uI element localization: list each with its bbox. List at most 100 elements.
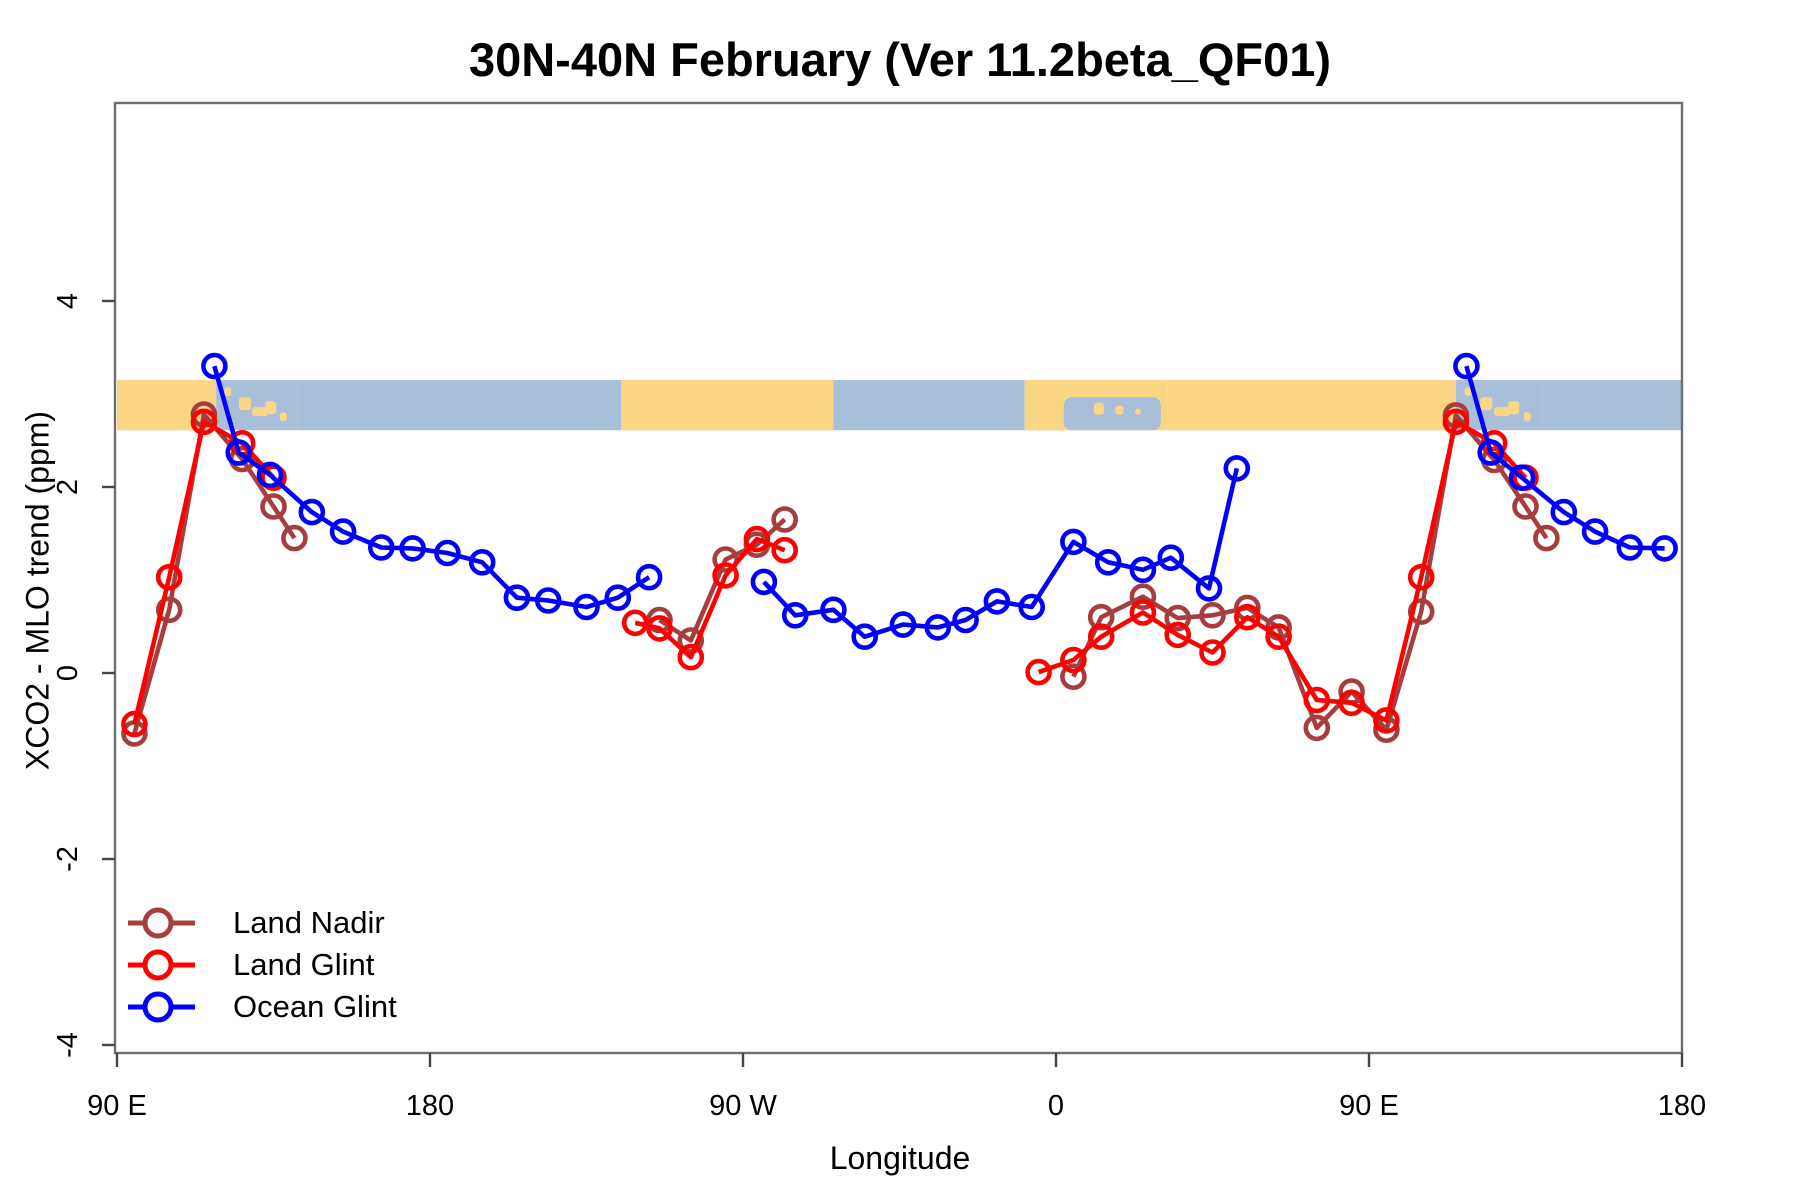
data-point-ocean-glint bbox=[604, 584, 632, 612]
map-band-ocean bbox=[297, 380, 622, 431]
data-point-ocean-glint bbox=[1094, 548, 1122, 576]
data-point-land-nadir bbox=[1407, 598, 1435, 625]
map-band-ocean bbox=[833, 380, 1025, 431]
legend-item-ocean-glint: Ocean Glint bbox=[127, 986, 397, 1028]
x-tick-label: 90 W bbox=[709, 1090, 777, 1122]
data-point-ocean-glint bbox=[983, 588, 1011, 615]
data-point-land-nadir bbox=[1129, 583, 1157, 611]
x-axis-label: Longitude bbox=[829, 1140, 971, 1176]
y-tick-label: 0 bbox=[52, 665, 84, 681]
series-line-land-glint bbox=[1037, 419, 1528, 723]
data-point-ocean-glint bbox=[503, 584, 531, 612]
data-point-ocean-glint bbox=[434, 539, 461, 567]
map-band-island bbox=[1480, 397, 1493, 411]
legend-marker-icon bbox=[128, 949, 195, 981]
data-point-ocean-glint bbox=[750, 568, 778, 596]
data-point-land-glint bbox=[1164, 621, 1191, 649]
data-point-land-glint bbox=[1129, 599, 1157, 626]
data-point-ocean-glint bbox=[820, 596, 847, 624]
x-tick-label: 180 bbox=[1658, 1090, 1706, 1122]
data-point-ocean-glint bbox=[534, 587, 562, 614]
legend-item-land-nadir: Land Nadir bbox=[127, 902, 397, 944]
map-band-island bbox=[1523, 412, 1531, 422]
data-point-ocean-glint bbox=[1651, 535, 1678, 562]
data-point-ocean-glint bbox=[399, 535, 426, 562]
map-band-island bbox=[1134, 408, 1141, 415]
map-band-island bbox=[1494, 407, 1511, 417]
y-axis-label: XCO2 - MLO trend (ppm) bbox=[19, 410, 56, 771]
y-tick-label: -2 bbox=[52, 846, 84, 872]
data-point-land-glint bbox=[621, 609, 649, 637]
data-point-land-glint bbox=[1442, 408, 1470, 436]
map-band-island bbox=[252, 407, 269, 417]
legend-label: Ocean Glint bbox=[233, 989, 397, 1024]
data-point-land-glint bbox=[712, 562, 739, 589]
data-point-land-glint bbox=[743, 525, 771, 553]
data-point-ocean-glint bbox=[1129, 556, 1157, 584]
map-band-land bbox=[621, 380, 834, 431]
map-band-ocean bbox=[1542, 380, 1682, 431]
y-tick-label: 4 bbox=[52, 293, 84, 309]
data-point-land-glint bbox=[1338, 689, 1365, 717]
series-line-land-glint bbox=[634, 536, 786, 660]
x-tick-label: 90 E bbox=[87, 1090, 147, 1122]
data-point-ocean-glint bbox=[1157, 544, 1185, 572]
legend-label: Land Nadir bbox=[233, 905, 385, 940]
data-point-ocean-glint bbox=[573, 593, 600, 621]
map-band-island bbox=[1464, 387, 1472, 397]
plot-box bbox=[113, 101, 1684, 1055]
data-point-ocean-glint bbox=[1508, 464, 1536, 492]
data-point-land-nadir bbox=[1164, 604, 1191, 632]
data-point-ocean-glint bbox=[1477, 439, 1504, 466]
data-point-ocean-glint bbox=[1581, 518, 1609, 545]
data-point-land-nadir bbox=[1087, 603, 1115, 631]
data-point-land-nadir bbox=[1303, 714, 1331, 742]
data-point-ocean-glint bbox=[201, 352, 228, 380]
data-point-land-nadir bbox=[281, 524, 308, 552]
data-point-ocean-glint bbox=[781, 601, 809, 629]
series-line-land-glint bbox=[132, 419, 276, 725]
data-point-ocean-glint bbox=[298, 498, 326, 526]
data-point-ocean-glint bbox=[225, 439, 252, 466]
x-tick-label: 90 E bbox=[1339, 1090, 1399, 1122]
data-point-ocean-glint bbox=[952, 606, 979, 634]
map-band-land bbox=[1024, 380, 1060, 431]
data-point-ocean-glint bbox=[468, 548, 496, 576]
data-point-ocean-glint bbox=[1453, 352, 1480, 380]
legend: Land Nadir Land Glint Ocean Glint bbox=[127, 902, 397, 1028]
chart-title: 30N-40N February (Ver 11.2beta_QF01) bbox=[468, 33, 1332, 86]
data-point-land-nadir bbox=[260, 493, 287, 520]
data-point-ocean-glint bbox=[1060, 528, 1087, 556]
data-point-land-nadir bbox=[155, 596, 183, 624]
data-point-land-glint bbox=[771, 536, 799, 564]
map-band-sea bbox=[1063, 397, 1161, 431]
data-point-land-glint bbox=[1373, 707, 1400, 734]
data-point-land-glint bbox=[1407, 563, 1435, 591]
map-band-island bbox=[239, 397, 252, 411]
legend-marker-icon bbox=[128, 991, 195, 1023]
data-point-ocean-glint bbox=[1195, 575, 1223, 602]
data-point-land-nadir bbox=[771, 506, 799, 533]
map-band-island bbox=[279, 412, 287, 422]
map-band-island bbox=[1115, 405, 1124, 415]
y-tick-label: -4 bbox=[52, 1032, 84, 1058]
map-band-island bbox=[1093, 402, 1104, 415]
data-point-ocean-glint bbox=[1550, 498, 1578, 526]
data-point-land-glint bbox=[1199, 639, 1226, 666]
data-point-land-glint bbox=[1087, 623, 1115, 651]
data-point-land-glint bbox=[677, 643, 705, 671]
data-point-land-glint bbox=[1060, 646, 1087, 674]
data-point-land-glint bbox=[121, 710, 148, 738]
map-band-land bbox=[1167, 380, 1456, 431]
data-point-land-nadir bbox=[1060, 663, 1087, 691]
data-point-land-glint bbox=[190, 408, 218, 436]
y-tick-label: 2 bbox=[52, 479, 84, 495]
data-point-ocean-glint bbox=[1616, 534, 1644, 561]
data-point-land-nadir bbox=[1533, 524, 1560, 552]
data-point-ocean-glint bbox=[635, 563, 663, 591]
data-point-land-glint bbox=[1234, 603, 1261, 631]
series-line-ocean-glint bbox=[1464, 365, 1665, 551]
data-point-land-glint bbox=[1025, 658, 1052, 686]
